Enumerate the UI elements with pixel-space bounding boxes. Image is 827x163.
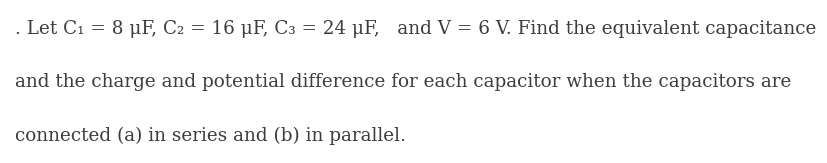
- Text: connected (a) in series and (b) in parallel.: connected (a) in series and (b) in paral…: [15, 127, 405, 145]
- Text: and the charge and potential difference for each capacitor when the capacitors a: and the charge and potential difference …: [15, 73, 791, 91]
- Text: . Let C₁ = 8 μF, C₂ = 16 μF, C₃ = 24 μF,   and V = 6 V. Find the equivalent capa: . Let C₁ = 8 μF, C₂ = 16 μF, C₃ = 24 μF,…: [15, 20, 815, 37]
